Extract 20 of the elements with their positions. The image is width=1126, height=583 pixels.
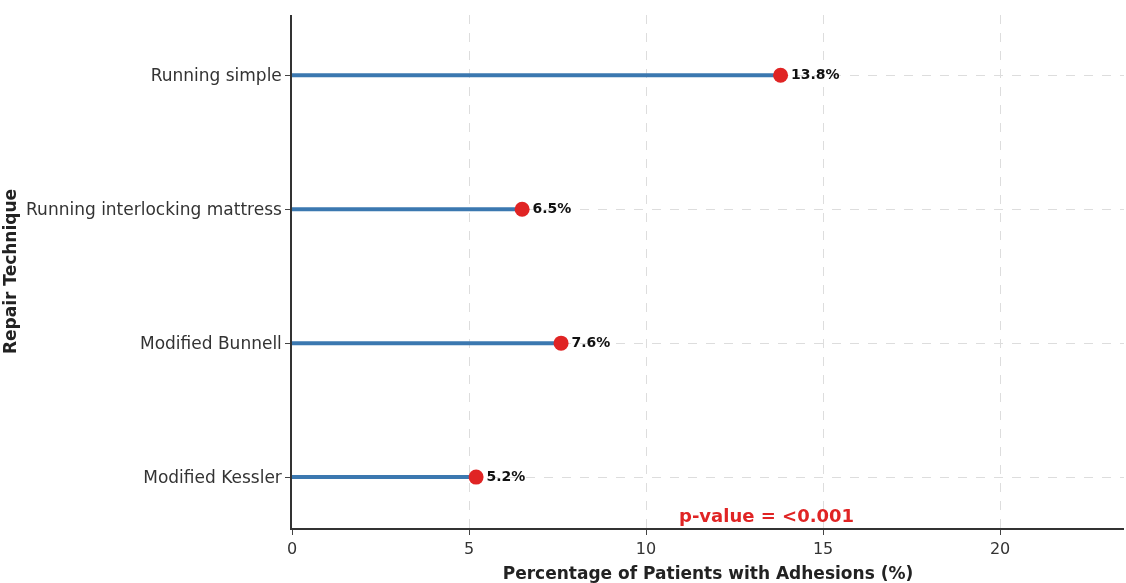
x-tick-label: 15 <box>812 538 834 558</box>
text: 7.6% <box>571 333 611 350</box>
text: 13.8% <box>790 65 840 82</box>
y-tick-label: Modified Bunnell <box>140 333 282 354</box>
x-axis-title: Percentage of Patients with Adhesions (%) <box>502 562 914 583</box>
text: 6.5% <box>532 199 572 216</box>
y-tick-label: Running simple <box>150 65 282 86</box>
x-tick-label: 5 <box>463 538 475 558</box>
point <box>514 201 530 217</box>
point <box>773 67 789 83</box>
point <box>553 335 569 351</box>
text: 5.2% <box>486 467 526 484</box>
y-tick-label: Running interlocking mattress <box>26 199 282 220</box>
annotation: p-value = <0.001 <box>679 505 855 526</box>
x-tick-label: 20 <box>989 538 1011 558</box>
x-tick-label: 10 <box>635 538 657 558</box>
x-tick-label: 0 <box>286 538 298 558</box>
point <box>468 469 484 485</box>
y-axis-title: Repair Technique <box>0 188 20 355</box>
y-tick-label: Modified Kessler <box>143 467 282 488</box>
